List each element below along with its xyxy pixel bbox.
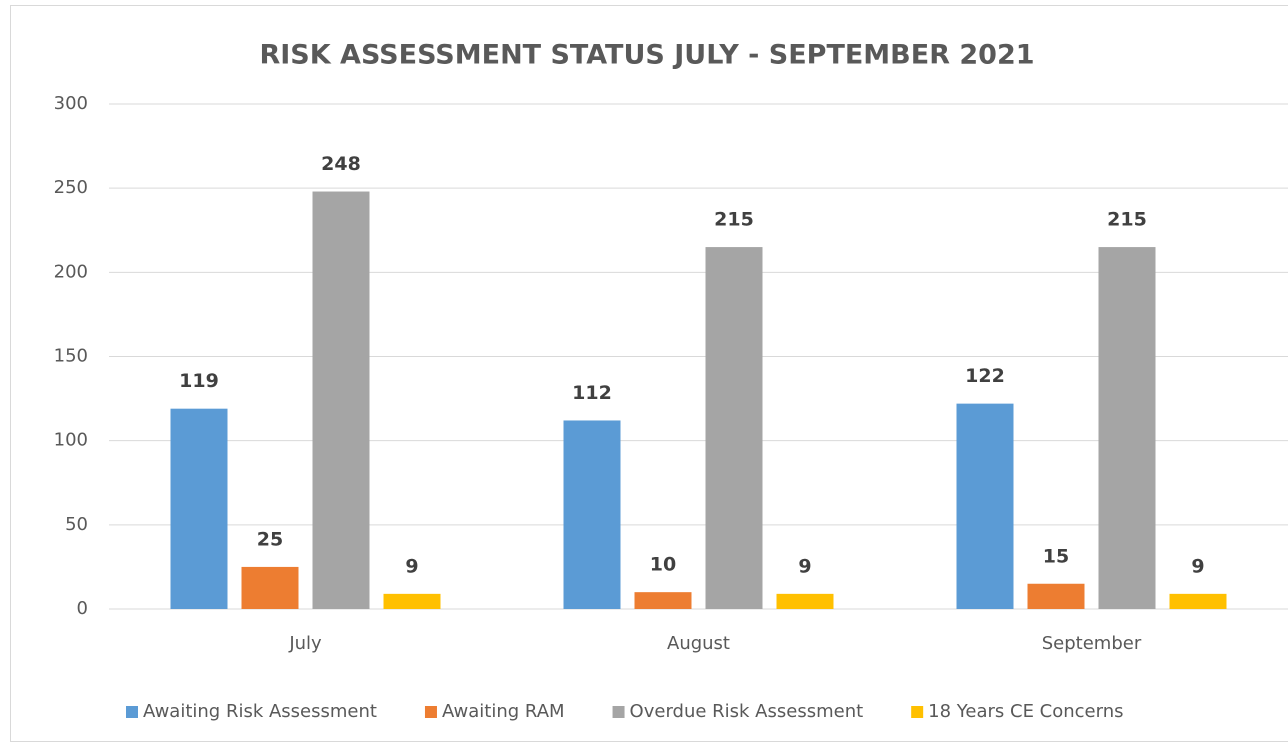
bar [776,593,834,609]
y-tick-label: 250 [54,177,88,198]
data-label: 215 [714,209,754,231]
legend-swatch [612,706,625,718]
legend-swatch [911,706,924,718]
data-label: 25 [257,528,283,550]
data-label: 122 [965,365,1005,387]
bar [1027,583,1085,609]
data-label: 215 [1107,209,1147,231]
bar [383,593,441,609]
legend-swatch [424,706,437,718]
y-tick-label: 150 [54,346,88,367]
data-label: 248 [321,153,361,175]
chart-title: RISK ASSESSMENT STATUS JULY - SEPTEMBER … [259,40,1034,71]
y-tick-label: 100 [54,430,88,451]
data-label: 9 [405,555,418,577]
bar [634,592,692,609]
data-label: 9 [798,555,811,577]
bar [1169,593,1227,609]
bar [705,247,763,610]
x-tick-label: August [667,633,730,654]
bar [956,403,1014,609]
x-tick-label: September [1042,633,1142,654]
data-label: 15 [1043,545,1069,567]
legend-swatch [126,706,138,718]
legend-label: 18 Years CE Concerns [928,701,1123,722]
legend-label: Overdue Risk Assessment [630,701,864,722]
bar [312,191,370,610]
bar [241,566,299,609]
legend-label: Awaiting Risk Assessment [143,701,377,722]
y-tick-label: 200 [54,261,88,282]
data-label: 119 [179,370,219,392]
y-tick-label: 50 [65,514,88,535]
chart-frame [10,5,1288,742]
y-tick-label: 300 [54,93,88,114]
data-label: 10 [650,554,676,576]
bar [1098,247,1156,610]
bar [170,408,228,609]
data-label: 112 [572,382,612,404]
x-tick-label: July [288,633,322,654]
legend-label: Awaiting RAM [442,701,565,722]
data-label: 9 [1191,555,1204,577]
y-tick-label: 0 [77,598,88,619]
bar [563,420,621,609]
